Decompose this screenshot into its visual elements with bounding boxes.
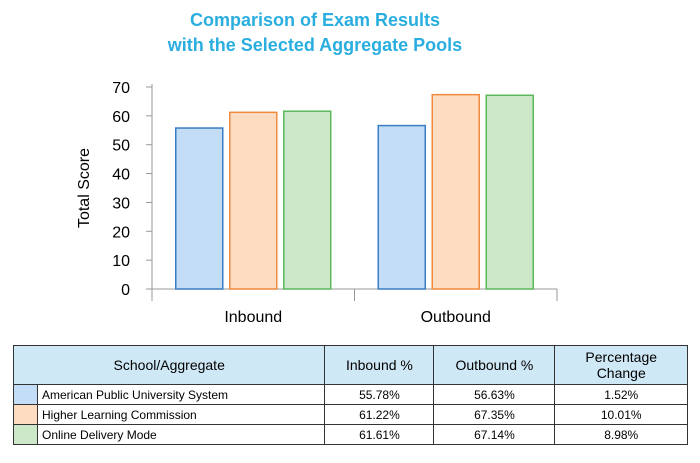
y-tick-label: 30	[112, 195, 130, 212]
row-outbound: 56.63%	[433, 384, 556, 405]
row-outbound: 67.35%	[433, 404, 556, 425]
row-change: 10.01%	[554, 404, 688, 425]
row-outbound: 67.14%	[433, 424, 556, 445]
y-tick-label: 20	[112, 224, 130, 241]
row-name: Online Delivery Mode	[36, 424, 326, 445]
bar	[229, 111, 278, 290]
row-name: Higher Learning Commission	[36, 404, 326, 425]
header-change: Percentage Change	[554, 345, 688, 385]
bar	[431, 93, 480, 290]
y-tick-label: 0	[121, 282, 130, 299]
row-inbound: 61.22%	[324, 404, 435, 425]
chart-title-line-1: Comparison of Exam Results	[189, 10, 441, 30]
legend-swatch	[13, 424, 38, 445]
header-school: School/Aggregate	[12, 345, 326, 385]
legend-swatch	[13, 384, 38, 405]
legend-swatch	[13, 404, 38, 425]
y-axis-label: Total Score	[76, 148, 93, 228]
header-outbound: Outbound %	[433, 345, 556, 385]
bar	[175, 127, 224, 290]
bar	[485, 94, 534, 290]
table-row: Higher Learning Commission 61.22% 67.35%…	[13, 404, 688, 425]
y-tick-label: 50	[112, 138, 130, 155]
y-tick-label: 10	[112, 253, 130, 270]
header-inbound: Inbound %	[324, 345, 435, 385]
table-row: American Public University System 55.78%…	[13, 384, 688, 405]
y-tick-label: 40	[112, 167, 130, 184]
row-name: American Public University System	[36, 384, 326, 405]
y-tick-label: 70	[112, 80, 130, 97]
row-change: 8.98%	[554, 424, 688, 445]
x-tick-label: Inbound	[224, 309, 282, 326]
row-inbound: 55.78%	[324, 384, 435, 405]
bar	[377, 124, 426, 290]
y-tick-label: 60	[112, 109, 130, 126]
bar-chart: 0 10 20 30 40 50 60 70 Total Score Inbound Outboun…	[76, 80, 558, 326]
x-tick-label: Outbound	[421, 309, 491, 326]
row-change: 1.52%	[554, 384, 688, 405]
bar	[283, 110, 332, 290]
row-inbound: 61.61%	[324, 424, 435, 445]
chart-title-line-2: with the Selected Aggregate Pools	[167, 35, 463, 55]
legend-table: School/Aggregate Inbound % Outbound % Pe…	[12, 345, 688, 445]
table-row: Online Delivery Mode 61.61% 67.14% 8.98%	[13, 424, 688, 445]
legend-header-row: School/Aggregate Inbound % Outbound % Pe…	[12, 345, 688, 385]
